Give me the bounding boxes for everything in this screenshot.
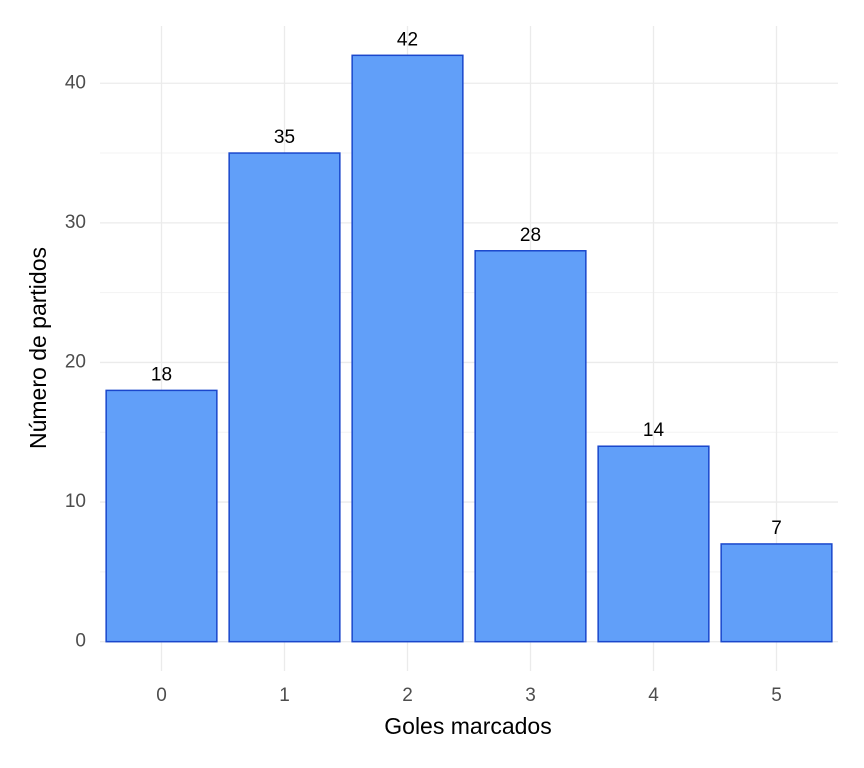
bar — [351, 54, 464, 643]
y-tick-label: 20 — [65, 351, 86, 372]
value-label: 14 — [643, 420, 665, 441]
value-label: 35 — [274, 127, 295, 148]
x-axis-title: Goles marcados — [384, 713, 551, 739]
x-tick-label: 4 — [648, 685, 659, 706]
y-tick-label: 10 — [65, 491, 86, 512]
x-tick-label: 0 — [156, 685, 167, 706]
value-label: 28 — [520, 225, 541, 246]
y-tick-label: 40 — [65, 72, 86, 93]
value-label: 42 — [397, 29, 418, 50]
value-label: 7 — [771, 518, 782, 539]
bar — [105, 389, 218, 643]
bar — [720, 543, 833, 643]
x-tick-label: 2 — [402, 685, 413, 706]
x-tick-label: 5 — [771, 685, 782, 706]
y-tick-label: 0 — [75, 631, 86, 652]
x-tick-label: 3 — [525, 685, 536, 706]
y-axis-title: Número de partidos — [25, 247, 51, 449]
bar — [597, 445, 710, 643]
y-tick-label: 30 — [65, 212, 86, 233]
value-label: 18 — [151, 364, 172, 385]
bar — [228, 152, 341, 643]
x-tick-label: 1 — [279, 685, 290, 706]
bar — [474, 250, 587, 643]
